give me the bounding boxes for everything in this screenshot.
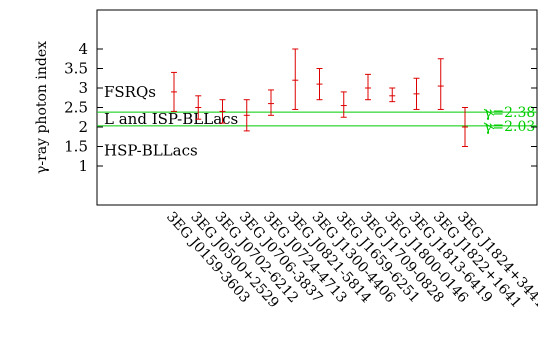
y-tick-label: 2 [78,118,88,136]
reference-line-marker [483,108,495,116]
reference-line-marker [483,122,495,130]
region-labels: FSRQs L and ISP-BLLacs HSP-BLLacs [104,83,238,159]
y-tick-label: 3.5 [64,60,88,78]
reference-lines: γ=2.38γ=2.03 [97,105,537,135]
y-axis-label-group: γ-ray photon index [34,41,50,174]
reference-line-label: γ=2.03 [484,119,535,135]
data-points [171,48,468,147]
y-tick-label: 1.5 [64,138,88,156]
y-tick-label: 1 [78,157,88,175]
region-label: HSP-BLLacs [104,141,198,159]
y-tick-label: 3 [78,79,88,97]
plot-frame [96,9,538,206]
plot-area [96,9,538,206]
reference-line-label: γ=2.38 [484,105,535,121]
y-axis-label: γ-ray photon index [34,41,50,174]
region-label: L and ISP-BLLacs [104,110,238,128]
y-axis-ticks: 11.5 22.5 33.5 4 [64,40,537,175]
region-label: FSRQs [104,83,156,101]
y-tick-label: 2.5 [64,99,88,117]
y-tick-label: 4 [78,40,88,58]
